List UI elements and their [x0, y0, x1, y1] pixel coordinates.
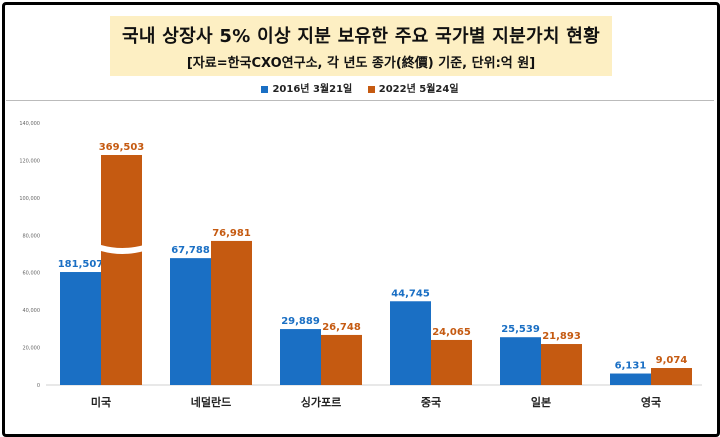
data-label: 181,507 — [58, 259, 104, 270]
bar-2016 — [390, 301, 431, 385]
category-label: 네덜란드 — [191, 395, 231, 409]
bar-2022 — [541, 344, 582, 385]
category-label: 싱가포르 — [301, 395, 341, 409]
chart-subtitle: [자료=한국CXO연구소, 각 년도 종가(終價) 기준, 단위:억 원] — [186, 56, 536, 71]
chart-legend: 2016년 3월21일 2022년 5월24일 — [0, 80, 720, 95]
legend-label-2022: 2022년 5월24일 — [378, 84, 459, 95]
y-tick-label: 40,000 — [23, 308, 41, 314]
bar-2016 — [610, 373, 651, 385]
legend-item-2022: 2022년 5월24일 — [367, 80, 459, 95]
divider-top — [6, 100, 714, 101]
category-label: 중국 — [421, 396, 441, 409]
legend-label-2016: 2016년 3월21일 — [272, 84, 353, 95]
y-tick-label: 100,000 — [19, 196, 40, 202]
data-label: 369,503 — [99, 142, 145, 153]
bar-2022 — [651, 368, 692, 385]
bar-2016 — [500, 337, 541, 385]
bar-2016 — [60, 272, 101, 385]
bar-2016 — [170, 258, 211, 385]
bar-2016 — [280, 329, 321, 385]
y-tick-label: 0 — [37, 383, 40, 389]
y-tick-label: 20,000 — [23, 346, 41, 352]
bar-2022 — [321, 334, 362, 385]
data-label: 29,889 — [281, 316, 320, 327]
y-tick-label: 140,000 — [19, 121, 40, 127]
title-box: 국내 상장사 5% 이상 지분 보유한 주요 국가별 지분가치 현황 [자료=한… — [110, 16, 612, 76]
data-label: 24,065 — [432, 327, 471, 338]
legend-item-2016: 2016년 3월21일 — [261, 80, 352, 95]
y-tick-label: 120,000 — [19, 158, 40, 164]
data-label: 21,893 — [542, 331, 581, 342]
data-label: 26,748 — [322, 322, 361, 333]
data-label: 9,074 — [656, 355, 688, 366]
category-label: 미국 — [91, 395, 111, 409]
data-label: 6,131 — [615, 361, 647, 372]
data-label: 25,539 — [501, 324, 540, 335]
legend-swatch-2022 — [367, 85, 375, 93]
legend-swatch-2016 — [261, 85, 269, 93]
y-tick-label: 80,000 — [23, 233, 41, 239]
axis-break — [58, 242, 144, 254]
chart-title: 국내 상장사 5% 이상 지분 보유한 주요 국가별 지분가치 현황 — [121, 26, 601, 47]
y-tick-label: 60,000 — [23, 271, 41, 277]
data-label: 67,788 — [171, 245, 210, 256]
data-label: 76,981 — [212, 228, 251, 239]
bar-2022 — [431, 339, 472, 385]
data-label: 44,745 — [391, 288, 430, 299]
bar-2022 — [101, 155, 142, 385]
category-label: 영국 — [641, 396, 661, 409]
bar-2022 — [211, 240, 252, 385]
category-label: 일본 — [531, 395, 551, 409]
